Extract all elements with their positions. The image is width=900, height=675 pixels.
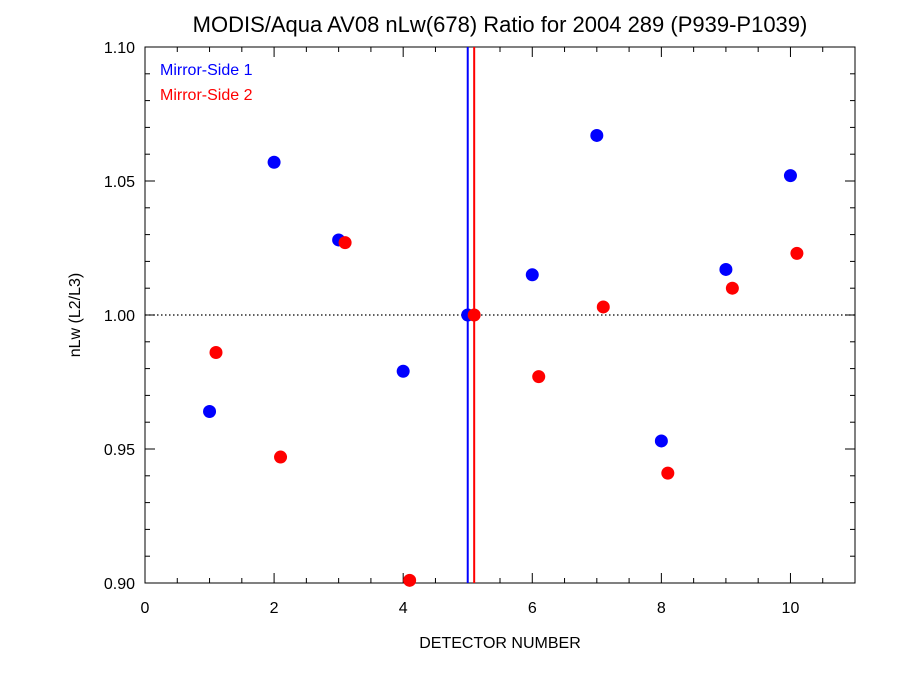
mirror-side-1-point [654,434,668,448]
mirror-side-2-point [209,346,223,360]
mirror-side-1-point [267,155,281,169]
mirror-side-2-point [467,308,481,322]
mirror-side-1-point [719,262,733,276]
mirror-side-2-point [403,573,417,587]
mirror-side-1-point [590,128,604,142]
x-tick-label: 0 [141,600,150,617]
y-tick-label: 0.95 [104,442,135,459]
mirror-side-2-point [725,281,739,295]
plot-area: 0 2 4 6 8 10 0.90 0.95 1.00 1.05 1.10 [104,40,856,617]
mirror-side-1-point [203,404,217,418]
mirror-side-1-point [525,268,539,282]
legend-entry-mirror-side-2: Mirror-Side 2 [160,87,253,104]
x-tick-label: 2 [270,600,279,617]
y-axis-label: nLw (L2/L3) [67,273,84,358]
y-tick-label: 1.00 [104,308,135,325]
y-tick-label: 1.10 [104,40,135,57]
mirror-side-2-point [532,370,546,384]
plot-frame [144,46,856,584]
x-tick-label: 10 [782,600,800,617]
chart-title: MODIS/Aqua AV08 nLw(678) Ratio for 2004 … [193,12,808,37]
x-tick-label: 8 [657,600,666,617]
mirror-side-2-point [790,246,804,260]
mirror-side-2-point [661,466,675,480]
y-tick-label: 1.05 [104,174,135,191]
x-axis-label: DETECTOR NUMBER [419,635,581,652]
mirror-side-1-point [396,364,410,378]
mirror-side-2-point [338,236,352,250]
x-tick-label: 6 [528,600,537,617]
legend-entry-mirror-side-1: Mirror-Side 1 [160,62,253,79]
mirror-side-2-point [596,300,610,314]
x-tick-label: 4 [399,600,408,617]
mirror-side-1-point [783,169,797,183]
mirror-side-2-point [274,450,288,464]
y-tick-label: 0.90 [104,576,135,593]
